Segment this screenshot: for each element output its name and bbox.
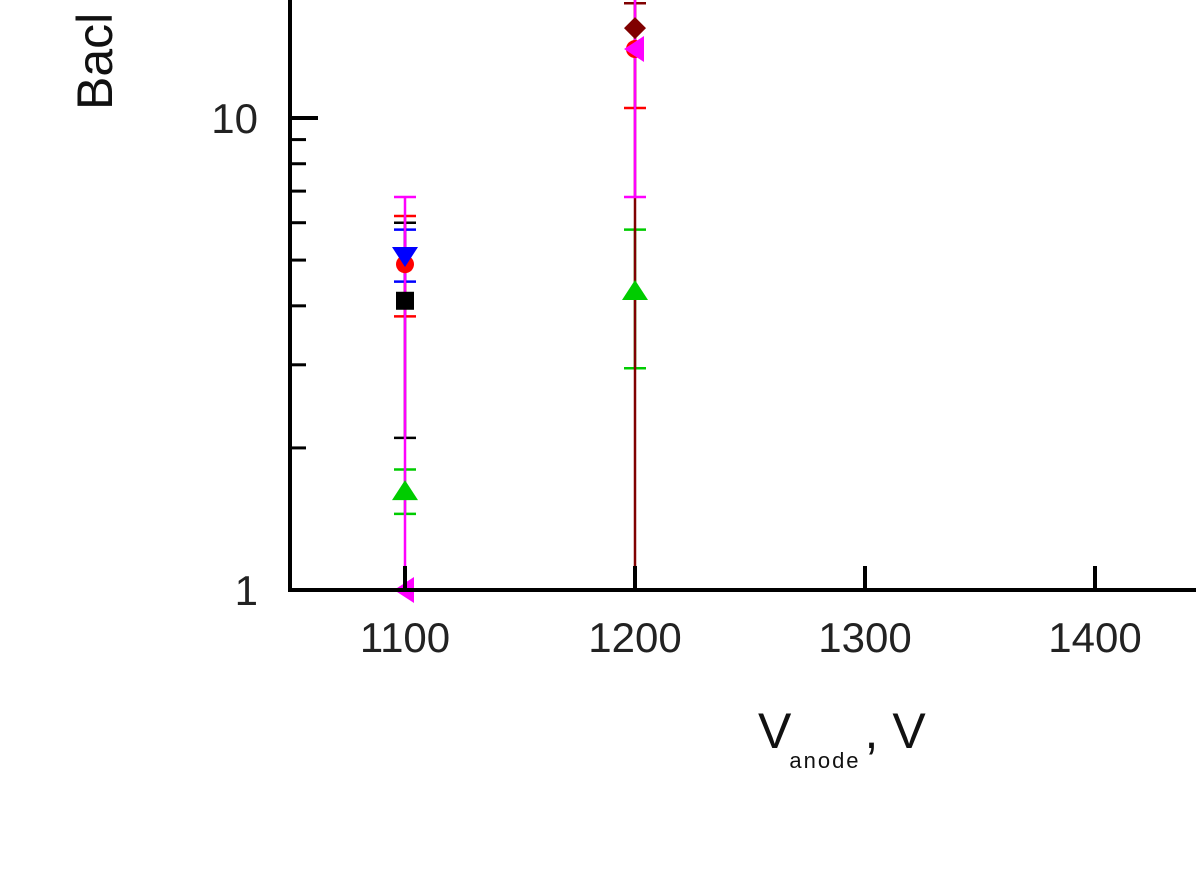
x-tick-label: 1100: [360, 614, 450, 661]
x-tick-label: 1400: [1048, 614, 1141, 661]
x-tick-label: 1200: [588, 614, 681, 661]
data-point-triangle-up: [392, 480, 418, 501]
data-point-square: [396, 291, 414, 310]
data-point-triangle-down: [392, 247, 418, 268]
y-tick-label: 10: [211, 95, 258, 142]
data-point-triangle-left: [624, 36, 644, 63]
y-tick-label: 1: [235, 567, 258, 614]
data-point-triangle-up: [622, 280, 648, 301]
x-axis-title: V anode , V: [758, 703, 926, 773]
y-axis-title: Bacl: [67, 13, 123, 110]
data-point-diamond: [624, 17, 646, 40]
x-tick-label: 1300: [818, 614, 911, 661]
